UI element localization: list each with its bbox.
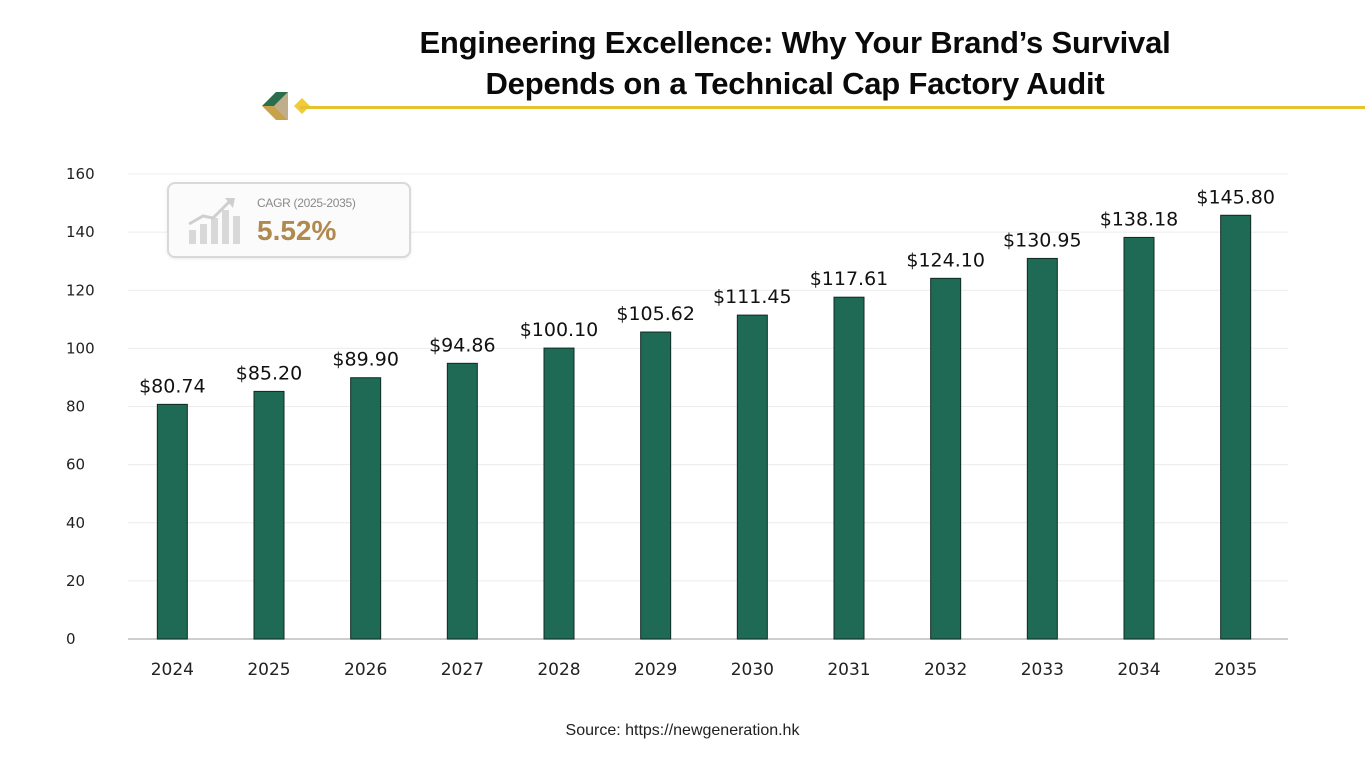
value-label-2026: $89.90 [332, 349, 398, 371]
bar-2025 [253, 390, 285, 640]
value-label-2029: $105.62 [616, 303, 695, 325]
bar-2026 [350, 377, 382, 640]
x-tick-label-2024: 2024 [151, 660, 194, 680]
x-tick-label-2032: 2032 [924, 660, 967, 680]
x-tick-label-2028: 2028 [537, 660, 580, 680]
bar-2033 [1026, 257, 1058, 640]
bar-2030 [736, 314, 768, 640]
value-label-2034: $138.18 [1100, 208, 1179, 230]
x-tick-label-2029: 2029 [634, 660, 677, 680]
value-label-2033: $130.95 [1003, 229, 1082, 251]
x-tick-label-2025: 2025 [247, 660, 290, 680]
bar-2034 [1123, 236, 1155, 640]
x-tick-label-2034: 2034 [1117, 660, 1160, 680]
cagr-label: CAGR (2025-2035) [257, 196, 356, 210]
y-tick-label: 100 [66, 339, 95, 357]
x-tick-label-2033: 2033 [1021, 660, 1064, 680]
y-tick-label: 120 [66, 281, 95, 299]
bar-2032 [930, 277, 962, 640]
title-line-1: Engineering Excellence: Why Your Brand’s… [419, 25, 1171, 60]
value-label-2027: $94.86 [429, 334, 495, 356]
bar-2027 [446, 362, 478, 640]
bar-2024 [156, 403, 188, 640]
y-tick-label: 160 [66, 165, 95, 183]
y-axis-ticks: 0 20 40 60 80 100 120 140 160 [66, 165, 95, 648]
page-title: Engineering Excellence: Why Your Brand’s… [290, 22, 1300, 104]
y-tick-label: 60 [66, 456, 85, 474]
bar-chart: 0 20 40 60 80 100 120 140 160 $80.74 $85.20 $89.90… [66, 165, 1288, 680]
y-tick-label: 20 [66, 572, 85, 590]
value-label-2030: $111.45 [713, 286, 792, 308]
bar-2031 [833, 296, 865, 640]
y-tick-label: 0 [66, 630, 76, 648]
bar-2028 [543, 347, 575, 640]
value-label-2028: $100.10 [520, 319, 599, 341]
y-tick-label: 40 [66, 514, 85, 532]
cagr-card: CAGR (2025-2035) 5.52% [167, 182, 411, 258]
value-label-2035: $145.80 [1196, 186, 1275, 208]
growth-chart-icon [188, 198, 240, 244]
x-tick-label-2031: 2031 [827, 660, 870, 680]
source-caption: Source: https://newgeneration.hk [565, 722, 800, 739]
value-label-2025: $85.20 [236, 362, 302, 384]
bar-2035 [1220, 214, 1252, 640]
value-label-2032: $124.10 [906, 249, 985, 271]
y-tick-label: 140 [66, 223, 95, 241]
x-tick-label-2030: 2030 [731, 660, 774, 680]
cagr-value: 5.52% [257, 215, 337, 246]
x-tick-label-2027: 2027 [441, 660, 484, 680]
bars [156, 214, 1252, 640]
value-label-2024: $80.74 [139, 375, 205, 397]
x-axis-ticks: 2024 2025 2026 2027 2028 2029 2030 2031 2032 2033… [151, 660, 1258, 680]
x-tick-label-2035: 2035 [1214, 660, 1257, 680]
grid-lines [128, 173, 1288, 640]
x-tick-label-2026: 2026 [344, 660, 387, 680]
y-tick-label: 80 [66, 398, 85, 416]
value-labels: $80.74 $85.20 $89.90 $94.86 $100.10 $105.62 $1… [139, 186, 1275, 397]
title-line-2: Depends on a Technical Cap Factory Audit [485, 66, 1105, 101]
accent-divider [300, 106, 1365, 109]
bar-2029 [640, 331, 672, 640]
value-label-2031: $117.61 [810, 268, 889, 290]
